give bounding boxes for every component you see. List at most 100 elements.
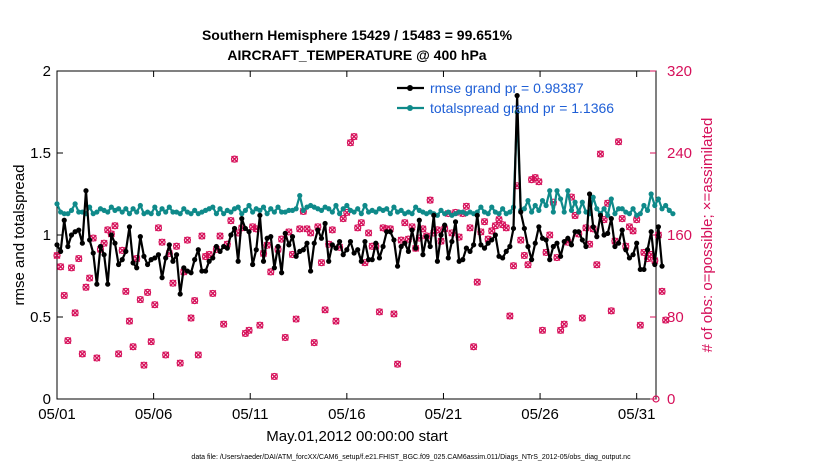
rmse-point	[442, 222, 448, 228]
totalspread-point	[663, 202, 669, 209]
rmse-point	[557, 253, 564, 259]
rmse-point	[166, 242, 172, 248]
obs-possible-point	[531, 174, 539, 182]
rmse-point	[659, 263, 665, 269]
obs-assimilated-point	[115, 350, 123, 358]
totalspread-point	[275, 204, 281, 210]
obs-assimilated-point	[125, 317, 133, 325]
totalspread-point	[648, 191, 654, 197]
obs-possible-point	[303, 225, 311, 233]
totalspread-point	[355, 206, 361, 212]
totalspread-point	[543, 202, 549, 209]
totalspread-point	[188, 211, 194, 217]
rmse-point	[87, 237, 93, 243]
rmse-point	[579, 237, 585, 243]
chart-title-line2: AIRCRAFT_TEMPERATURE @ 400 hPa	[227, 47, 486, 63]
obs-assimilated-point	[231, 155, 239, 163]
obs-possible-point	[75, 254, 83, 263]
obs-assimilated-point	[270, 372, 278, 380]
obs-assimilated-point	[209, 289, 217, 297]
totalspread-point	[641, 202, 647, 209]
obs-assimilated-point	[491, 222, 499, 230]
rmse-point	[416, 217, 422, 223]
rmse-point	[615, 240, 622, 246]
obs-possible-point	[546, 231, 554, 239]
rmse-point	[202, 268, 209, 274]
rmse-point	[608, 216, 614, 222]
obs-possible-point	[618, 215, 626, 223]
obs-possible-point	[480, 218, 489, 226]
rmse-point	[521, 225, 527, 232]
totalspread-point	[561, 209, 567, 215]
obs-possible-point	[462, 202, 470, 210]
rmse-point	[605, 230, 611, 236]
totalspread-point	[489, 204, 495, 210]
obs-assimilated-point	[510, 262, 517, 270]
rmse-point	[94, 281, 100, 287]
totalspread-point	[329, 209, 335, 215]
obs-possible-point	[129, 343, 137, 351]
obs-possible-point	[187, 314, 195, 322]
obs-assimilated-point	[535, 178, 543, 186]
rmse-point	[275, 243, 281, 250]
obs-possible-point	[393, 360, 402, 368]
totalspread-point	[387, 211, 393, 217]
obs-possible-point	[172, 242, 181, 250]
obs-assimilated-point	[578, 314, 586, 322]
totalspread-point	[279, 209, 285, 215]
obs-assimilated-point	[317, 259, 325, 267]
y-right-tick-label: 80	[667, 309, 684, 326]
obs-possible-point	[509, 262, 518, 270]
totalspread-point	[221, 211, 227, 217]
obs-possible-point	[169, 279, 177, 287]
obs-assimilated-point	[538, 326, 546, 334]
totalspread-point	[434, 212, 441, 218]
obs-possible-point	[426, 196, 434, 204]
totalspread-point	[336, 211, 343, 217]
obs-assimilated-point	[53, 252, 61, 259]
obs-assimilated-point	[57, 263, 65, 271]
totalspread-point	[550, 209, 556, 215]
axes-box	[56, 70, 657, 400]
x-tick-label: 05/26	[521, 406, 559, 423]
rmse-point	[257, 212, 263, 218]
obs-possible-point	[154, 224, 163, 232]
obs-possible-point	[93, 354, 101, 362]
totalspread-point	[500, 206, 506, 212]
obs-assimilated-point	[596, 150, 604, 158]
totalspread-point	[130, 206, 136, 212]
rmse-point	[507, 243, 513, 250]
totalspread-point	[384, 206, 390, 212]
obs-assimilated-point	[662, 316, 670, 324]
rmse-point	[413, 245, 419, 251]
rmse-point	[492, 232, 498, 238]
rmse-point	[634, 240, 640, 246]
totalspread-point	[565, 188, 571, 194]
obs-possible-point	[111, 222, 119, 230]
y-right-tick-label: 240	[667, 145, 692, 162]
obs-possible-point	[53, 251, 61, 260]
obs-assimilated-point	[462, 202, 470, 210]
obs-assimilated-point	[560, 320, 568, 328]
y-axis-label-left: rmse and totalspread	[11, 165, 28, 306]
rmse-point	[105, 281, 111, 287]
obs-possible-point	[205, 250, 213, 259]
rmse-point	[474, 212, 480, 218]
rmse-point	[97, 243, 104, 250]
rmse-point	[394, 263, 401, 269]
rmse-point	[58, 248, 64, 254]
totalspread-point	[666, 207, 672, 213]
totalspread-point	[456, 209, 462, 215]
obs-assimilated-point	[154, 224, 162, 232]
obs-possible-point	[354, 224, 362, 232]
obs-assimilated-point	[267, 268, 275, 276]
legend-label-totalspread: totalspread grand pr = 1.1366	[430, 100, 614, 116]
rmse-point	[311, 240, 317, 246]
rmse-point	[630, 252, 636, 258]
rmse-point	[333, 245, 339, 251]
obs-assimilated-point	[281, 334, 289, 341]
totalspread-point	[166, 204, 172, 210]
obs-possible-point	[658, 287, 666, 295]
y-axis-label-right: # of obs: o=possible; ×=assimilated	[699, 118, 716, 353]
rmse-point	[655, 224, 662, 230]
